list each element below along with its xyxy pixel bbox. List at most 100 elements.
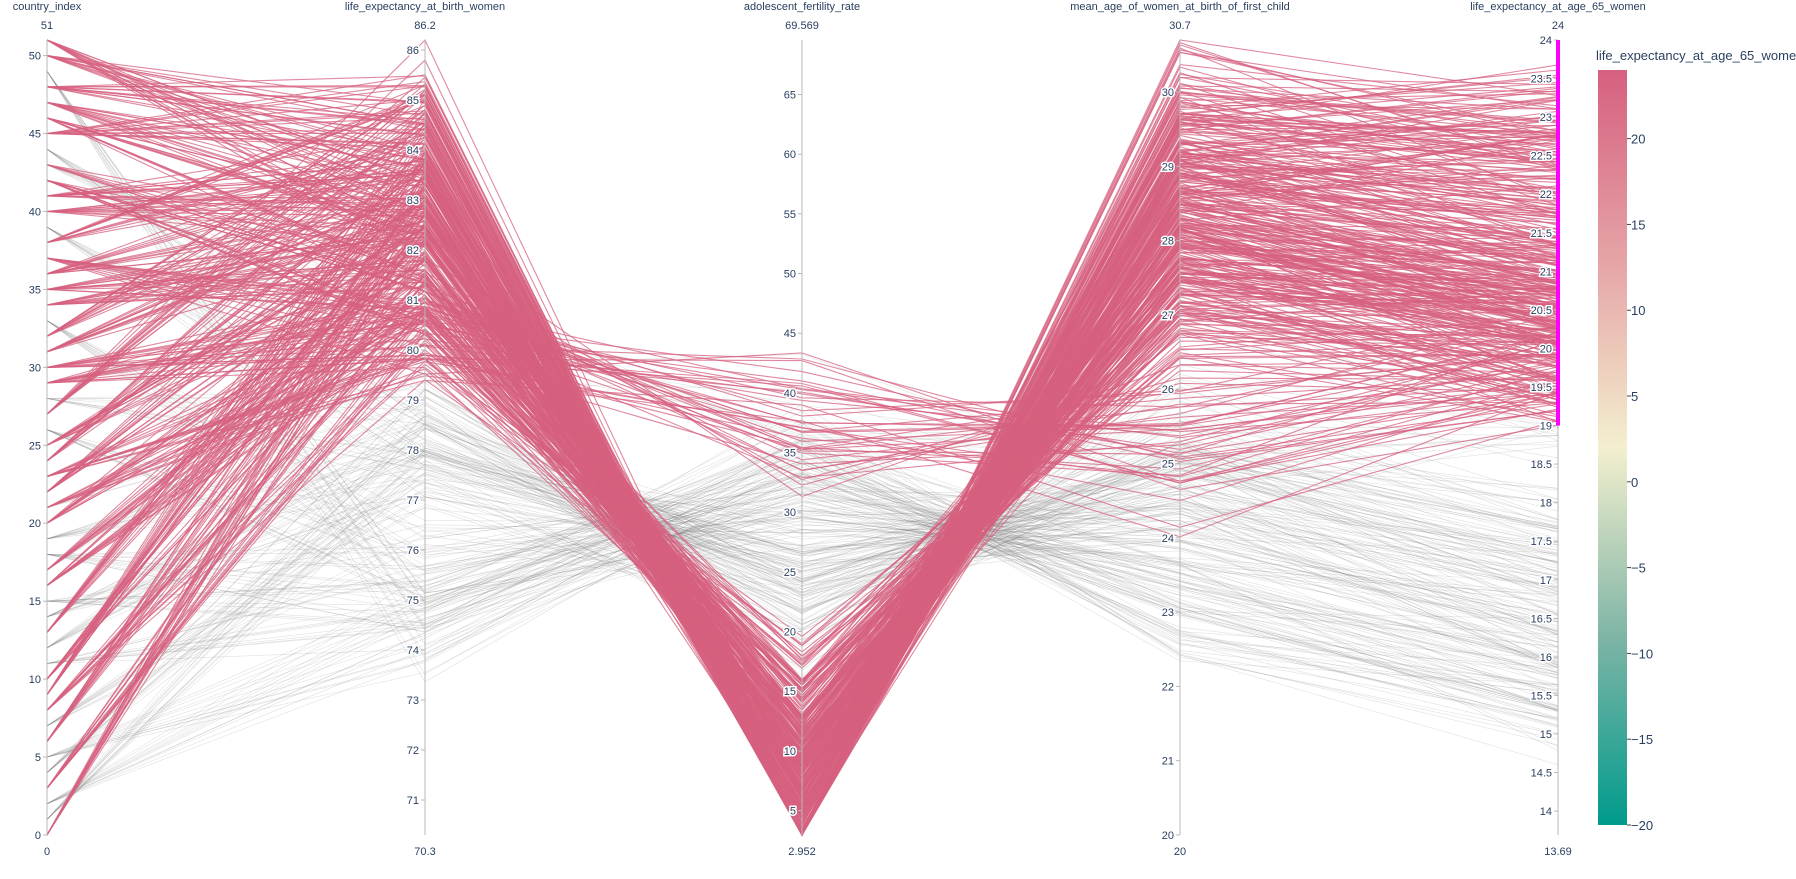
axis-range-min: 2.952 xyxy=(788,846,816,858)
axis-tick-label: 74 xyxy=(407,645,419,657)
axis-tick-label: 17 xyxy=(1540,575,1552,587)
axis-tick-label: 65 xyxy=(784,90,796,102)
axis-tick-label: 45 xyxy=(29,129,41,141)
axis-tick-label: 30 xyxy=(29,362,41,374)
axis-tick-label: 21 xyxy=(1540,266,1552,278)
colorbar-ticks: 20 15 10 5 0 −5 −10 −15 −20 xyxy=(1627,132,1653,833)
colorbar-tick-label: −20 xyxy=(1631,818,1653,833)
axis-tick-label: 83 xyxy=(407,195,419,207)
axis-range-min: 0 xyxy=(44,846,50,858)
axis-tick-label: 20.5 xyxy=(1531,305,1552,317)
axis-tick-label: 20 xyxy=(1162,830,1174,842)
axis-tick-label: 60 xyxy=(784,149,796,161)
axis-tick-label: 22 xyxy=(1162,681,1174,693)
colorbar: life_expectancy_at_age_65_women 20 15 10 5 0… xyxy=(1596,48,1796,833)
axis-tick-label: 78 xyxy=(407,445,419,457)
axis-tick-label: 50 xyxy=(784,269,796,281)
axis-tick-label: 20 xyxy=(784,627,796,639)
axis-tick-label: 22.5 xyxy=(1531,151,1552,163)
axis-mean_age_of_women_at_birth_of_first_child[interactable]: mean_age_of_women_at_birth_of_first_chil… xyxy=(1070,1,1290,858)
colorbar-tick-label: 10 xyxy=(1631,303,1645,318)
axis-title[interactable]: adolescent_fertility_rate xyxy=(744,1,860,13)
axis-range-max: 24 xyxy=(1552,20,1564,32)
axis-tick-label: 71 xyxy=(407,795,419,807)
axis-tick-label: 10 xyxy=(784,746,796,758)
axis-tick-label: 55 xyxy=(784,209,796,221)
axis-life_expectancy_at_age_65_women[interactable]: life_expectancy_at_age_65_women 24 13.69 14… xyxy=(1470,1,1646,858)
axis-range-max: 51 xyxy=(41,20,53,32)
axis-title[interactable]: life_expectancy_at_birth_women xyxy=(345,1,505,13)
axis-tick-label: 19.5 xyxy=(1531,382,1552,394)
axis-tick-label: 15.5 xyxy=(1531,690,1552,702)
colorbar-tick-label: 0 xyxy=(1631,475,1638,490)
axis-tick-label: 24 xyxy=(1540,35,1552,47)
axis-tick-label: 73 xyxy=(407,695,419,707)
axis-tick-label: 77 xyxy=(407,495,419,507)
axes: country_index51005101520253035404550life… xyxy=(13,1,1646,858)
axis-tick-label: 84 xyxy=(407,145,419,157)
axis-tick-label: 29 xyxy=(1162,161,1174,173)
axis-tick-label: 17.5 xyxy=(1531,536,1552,548)
axis-tick-label: 40 xyxy=(29,206,41,218)
axis-tick-label: 85 xyxy=(407,95,419,107)
axis-tick-label: 15 xyxy=(784,686,796,698)
axis-tick-label: 19 xyxy=(1540,421,1552,433)
colorbar-tick-label: −10 xyxy=(1631,646,1653,661)
axis-title[interactable]: country_index xyxy=(13,1,82,13)
colorbar-tick-label: −15 xyxy=(1631,732,1653,747)
axis-tick-label: 18 xyxy=(1540,498,1552,510)
axis-tick-label: 5 xyxy=(790,806,796,818)
axis-tick-label: 25 xyxy=(29,440,41,452)
axis-tick-label: 28 xyxy=(1162,236,1174,248)
axis-tick-label: 18.5 xyxy=(1531,459,1552,471)
axis-range-min: 20 xyxy=(1174,846,1186,858)
axis-tick-label: 45 xyxy=(784,328,796,340)
axis-title[interactable]: life_expectancy_at_age_65_women xyxy=(1470,1,1646,13)
axis-adolescent_fertility_rate[interactable]: adolescent_fertility_rate 69.569 2.952 5 10 1… xyxy=(744,1,860,858)
axis-tick-label: 22 xyxy=(1540,189,1552,201)
axis-tick-label: 24 xyxy=(1162,533,1174,545)
axis-tick-label: 81 xyxy=(407,295,419,307)
axis-life_expectancy_at_birth_women[interactable]: life_expectancy_at_birth_women 86.2 70.3 71… xyxy=(345,1,505,858)
axis-tick-label: 14.5 xyxy=(1531,768,1552,780)
axis-range-max: 86.2 xyxy=(414,20,435,32)
colorbar-tick-label: 5 xyxy=(1631,389,1638,404)
axis-tick-label: 23 xyxy=(1540,112,1552,124)
axis-tick-label: 20 xyxy=(29,518,41,530)
axis-tick-label: 26 xyxy=(1162,384,1174,396)
axis-tick-label: 0 xyxy=(35,830,41,842)
axis-tick-label: 50 xyxy=(29,51,41,63)
colorbar-tick-label: 15 xyxy=(1631,217,1645,232)
colorbar-gradient xyxy=(1598,70,1627,825)
axis-tick-label: 14 xyxy=(1540,806,1552,818)
axis-tick-label: 10 xyxy=(29,674,41,686)
axis-tick-label: 72 xyxy=(407,745,419,757)
axis-tick-label: 80 xyxy=(407,345,419,357)
axis-tick-label: 40 xyxy=(784,388,796,400)
axis-tick-label: 76 xyxy=(407,545,419,557)
colorbar-title: life_expectancy_at_age_65_women xyxy=(1596,48,1796,63)
colorbar-tick-label: 20 xyxy=(1631,132,1645,147)
axis-tick-label: 16 xyxy=(1540,652,1552,664)
axis-tick-label: 82 xyxy=(407,245,419,257)
axis-tick-label: 75 xyxy=(407,595,419,607)
axis-range-max: 30.7 xyxy=(1169,20,1190,32)
axis-tick-label: 21 xyxy=(1162,756,1174,768)
axis-tick-label: 25 xyxy=(784,567,796,579)
axis-range-min: 70.3 xyxy=(414,846,435,858)
axis-tick-label: 86 xyxy=(407,45,419,57)
axis-title[interactable]: mean_age_of_women_at_birth_of_first_chil… xyxy=(1070,1,1290,13)
axis-range-max: 69.569 xyxy=(785,20,819,32)
axis-tick-label: 16.5 xyxy=(1531,613,1552,625)
axis-tick-label: 23.5 xyxy=(1531,74,1552,86)
axis-range-min: 13.69 xyxy=(1544,846,1572,858)
axis-tick-label: 30 xyxy=(1162,87,1174,99)
brush-range-bar[interactable] xyxy=(1556,40,1560,426)
axis-tick-label: 21.5 xyxy=(1531,228,1552,240)
axis-tick-label: 20 xyxy=(1540,343,1552,355)
axis-tick-label: 30 xyxy=(784,507,796,519)
axis-tick-label: 79 xyxy=(407,395,419,407)
axis-tick-label: 15 xyxy=(29,596,41,608)
axis-tick-label: 5 xyxy=(35,752,41,764)
